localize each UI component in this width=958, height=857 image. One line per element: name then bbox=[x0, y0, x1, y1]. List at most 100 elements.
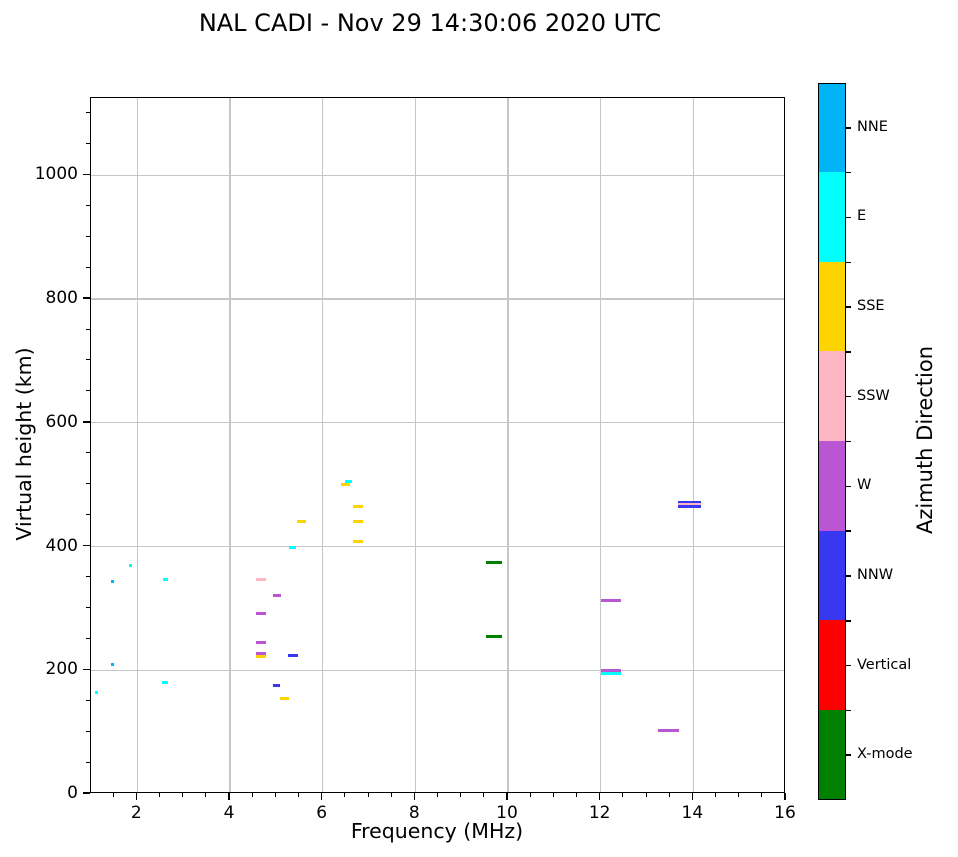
data-point-x-mode bbox=[486, 561, 502, 565]
x-tick-label: 14 bbox=[681, 803, 704, 823]
x-minor-tick bbox=[367, 793, 369, 797]
colorbar-tick-label: Vertical bbox=[857, 656, 912, 673]
x-tick bbox=[135, 793, 138, 800]
x-tick bbox=[506, 793, 508, 800]
colorbar-boundary-tick bbox=[846, 171, 851, 174]
x-minor-tick bbox=[761, 793, 763, 797]
data-point-sse bbox=[352, 504, 364, 508]
x-minor-tick bbox=[251, 793, 253, 797]
colorbar-tick-label: SSW bbox=[857, 387, 890, 404]
data-point-e bbox=[345, 480, 353, 484]
y-minor-tick bbox=[86, 575, 90, 577]
x-gridline bbox=[600, 98, 602, 792]
x-minor-tick bbox=[715, 793, 716, 797]
y-minor-tick bbox=[86, 730, 90, 732]
data-point-e bbox=[288, 546, 297, 550]
x-tick-label: 2 bbox=[130, 803, 142, 823]
colorbar-tick-label: NNE bbox=[857, 118, 888, 135]
y-minor-tick bbox=[86, 483, 90, 485]
x-minor-tick bbox=[576, 793, 577, 797]
x-gridline bbox=[322, 98, 324, 792]
colorbar-tick bbox=[846, 575, 851, 577]
x-gridline bbox=[692, 98, 694, 792]
y-minor-tick bbox=[86, 390, 90, 392]
x-minor-tick bbox=[274, 793, 276, 797]
chart-title: NAL CADI - Nov 29 14:30:06 2020 UTC bbox=[198, 9, 662, 37]
y-tick bbox=[83, 173, 90, 176]
x-minor-tick bbox=[645, 793, 647, 797]
x-tick-label: 4 bbox=[223, 803, 235, 823]
colorbar-tick bbox=[846, 754, 851, 756]
data-point-sse bbox=[341, 482, 351, 486]
data-point-sse bbox=[297, 519, 307, 523]
colorbar-tick bbox=[846, 664, 851, 667]
y-minor-tick bbox=[86, 266, 90, 268]
data-point-e bbox=[94, 691, 99, 695]
x-tick bbox=[228, 793, 230, 800]
x-minor-tick bbox=[390, 793, 392, 797]
plot-area bbox=[90, 97, 785, 793]
data-point-w bbox=[256, 652, 266, 656]
x-minor-tick bbox=[483, 793, 485, 797]
colorbar-segment-nnw bbox=[819, 530, 845, 621]
colorbar-segment-w bbox=[819, 440, 845, 532]
x-tick bbox=[413, 793, 416, 800]
x-minor-tick bbox=[344, 793, 346, 797]
colorbar-boundary-tick bbox=[846, 440, 851, 443]
y-tick bbox=[83, 421, 90, 423]
colorbar-tick-label: E bbox=[857, 208, 867, 225]
y-minor-tick bbox=[86, 514, 90, 516]
y-gridline bbox=[91, 669, 784, 671]
x-tick bbox=[320, 793, 323, 800]
x-minor-tick bbox=[182, 793, 184, 797]
colorbar-boundary-tick bbox=[846, 530, 851, 532]
y-tick-label: 600 bbox=[45, 411, 78, 432]
y-minor-tick bbox=[86, 452, 90, 454]
data-point-ssw bbox=[678, 502, 702, 506]
data-point-sse bbox=[352, 519, 364, 523]
data-point-nne bbox=[111, 663, 115, 667]
y-tick-label: 0 bbox=[67, 783, 78, 803]
colorbar-tick bbox=[846, 485, 851, 488]
data-point-w bbox=[601, 668, 621, 672]
y-tick-label: 200 bbox=[45, 659, 78, 680]
colorbar-boundary-tick bbox=[846, 351, 851, 353]
x-tick-label: 6 bbox=[316, 803, 328, 823]
colorbar-segment-ssw bbox=[819, 351, 845, 442]
colorbar-tick bbox=[846, 216, 851, 219]
x-gridline bbox=[229, 98, 231, 792]
x-tick-label: 12 bbox=[588, 803, 611, 823]
data-point-w bbox=[658, 729, 680, 733]
x-minor-tick bbox=[668, 793, 670, 797]
y-tick bbox=[83, 297, 90, 299]
x-minor-tick bbox=[437, 793, 438, 797]
data-point-sse bbox=[256, 655, 266, 659]
y-minor-tick bbox=[86, 328, 90, 330]
x-tick bbox=[598, 793, 601, 800]
y-tick-label: 1000 bbox=[34, 164, 78, 185]
colorbar-tick-label: SSE bbox=[857, 298, 885, 315]
data-point-w bbox=[601, 599, 621, 603]
colorbar-segment-nne bbox=[819, 84, 845, 173]
colorbar-boundary-tick bbox=[846, 620, 851, 622]
y-minor-tick bbox=[86, 142, 90, 144]
data-point-nnw bbox=[288, 653, 298, 657]
data-point-e bbox=[601, 671, 621, 675]
x-tick-label: 16 bbox=[774, 803, 796, 823]
y-minor-tick bbox=[86, 637, 90, 639]
colorbar-tick-label: W bbox=[857, 477, 872, 494]
y-gridline bbox=[91, 545, 784, 548]
data-point-nne bbox=[111, 579, 115, 583]
y-tick-label: 400 bbox=[45, 535, 78, 556]
x-minor-tick bbox=[529, 793, 531, 797]
data-point-e bbox=[162, 577, 169, 581]
colorbar-boundary-tick bbox=[846, 709, 851, 712]
data-point-sse bbox=[352, 540, 363, 544]
x-tick-label: 8 bbox=[408, 803, 420, 823]
data-point-w bbox=[272, 593, 281, 597]
colorbar-tick bbox=[846, 127, 851, 129]
x-gridline bbox=[136, 98, 138, 792]
colorbar-label: Azimuth Direction bbox=[913, 345, 937, 535]
data-point-e bbox=[162, 680, 169, 684]
